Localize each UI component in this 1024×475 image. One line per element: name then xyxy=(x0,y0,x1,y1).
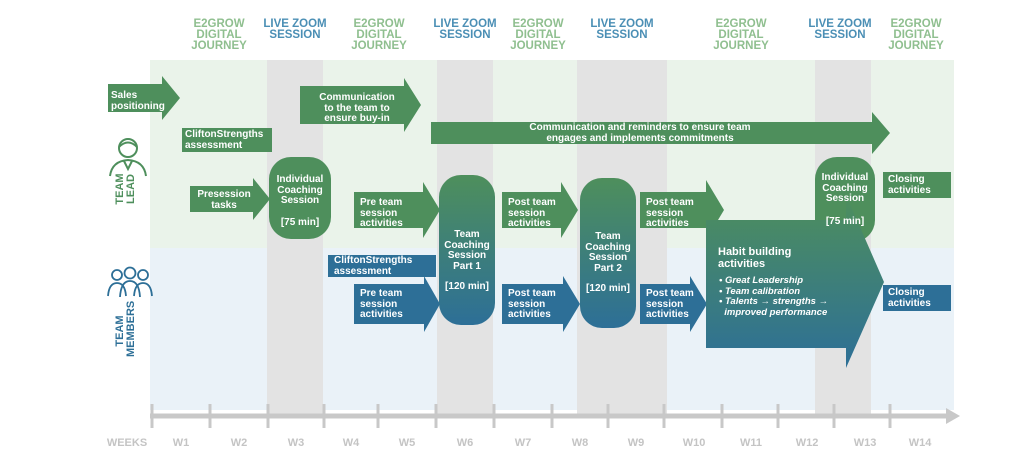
communication-reminders-arrow xyxy=(431,112,890,154)
presession-arrow xyxy=(190,178,270,220)
closing-members-box xyxy=(883,285,951,311)
header-e2grow-4: E2GROW DIGITAL JOURNEY xyxy=(713,18,769,52)
group-icon xyxy=(107,266,153,298)
team-coaching-1-pill xyxy=(439,175,495,325)
team-coaching-2-text: Team Coaching Session Part 2 [120 min] xyxy=(585,231,631,294)
weeks-label: WEEKS xyxy=(106,437,148,449)
header-livezoom-1: LIVE ZOOM SESSION xyxy=(263,18,327,41)
week-label: W9 xyxy=(627,437,645,449)
closing-lead-box xyxy=(883,172,951,198)
header-livezoom-4: LIVE ZOOM SESSION xyxy=(808,18,872,41)
clifton-members-label: CliftonStrengths assessment xyxy=(334,255,413,277)
team-coaching-1-text: Team Coaching Session Part 1 [120 min] xyxy=(444,229,490,292)
clifton-members-box xyxy=(328,255,436,277)
post-team-lead-1-arrow xyxy=(502,182,578,238)
header-livezoom-2: LIVE ZOOM SESSION xyxy=(433,18,497,41)
habit-item: • Talents → strengths → xyxy=(719,296,829,307)
communication-reminders-label: Communication and reminders to ensure te… xyxy=(529,122,751,144)
habit-item: • Team calibration xyxy=(719,285,801,297)
pre-team-members-arrow xyxy=(354,276,440,332)
sales-positioning-arrow xyxy=(108,76,180,120)
header-e2grow-5: E2GROW DIGITAL JOURNEY xyxy=(888,18,944,52)
week-label: W11 xyxy=(739,437,762,449)
sales-positioning-label: Sales positioning xyxy=(111,90,165,112)
post-team-members-2-arrow xyxy=(640,276,707,332)
individual-session-1-pill xyxy=(269,157,331,239)
week-label: W14 xyxy=(908,437,932,449)
week-label: W10 xyxy=(682,437,706,449)
week-label: W1 xyxy=(172,437,190,449)
individual-session-2-text: Individual Coaching Session [75 min] xyxy=(821,172,869,227)
habit-item: improved performance xyxy=(719,306,828,318)
habit-building-arrow xyxy=(706,195,884,368)
week-label: W5 xyxy=(398,437,416,449)
timeline-ticks xyxy=(150,404,892,428)
header-e2grow-1: E2GROW DIGITAL JOURNEY xyxy=(191,18,247,52)
clifton-lead-label: CliftonStrengths assessment xyxy=(185,129,264,151)
communication-buyin-label: Communication to the team to ensure buy-in xyxy=(319,92,395,124)
team-coaching-2-pill xyxy=(580,178,636,328)
post-team-lead-2-label: Post team session activities xyxy=(646,197,694,229)
post-team-members-2-label: Post team session activities xyxy=(646,288,694,320)
week-label: W8 xyxy=(571,437,589,449)
pre-team-lead-arrow xyxy=(354,182,440,238)
header-e2grow-2: E2GROW DIGITAL JOURNEY xyxy=(351,18,407,52)
post-team-members-1-arrow xyxy=(502,276,580,332)
habit-item: • Great Leadership xyxy=(719,275,804,286)
header-livezoom-3: LIVE ZOOM SESSION xyxy=(590,18,654,41)
communication-buyin-arrow xyxy=(300,78,421,132)
clifton-lead-box xyxy=(182,128,272,152)
week-label: W7 xyxy=(514,437,532,449)
pre-team-lead-label: Pre team session activities xyxy=(360,197,403,229)
timeline-arrowhead xyxy=(946,408,960,424)
post-team-lead-1-label: Post team session activities xyxy=(508,197,556,229)
individual-session-1-text: Individual Coaching Session [75 min] xyxy=(276,174,324,228)
week-label: W13 xyxy=(853,437,877,449)
closing-lead-label: Closing activities xyxy=(888,174,931,196)
habit-building-title: Habit building activities xyxy=(718,246,792,270)
closing-members-label: Closing activities xyxy=(888,287,931,309)
week-label: W3 xyxy=(287,437,305,449)
habit-building-list: • Great Leadership • Team calibration • … xyxy=(719,275,829,318)
pre-team-members-label: Pre team session activities xyxy=(360,288,403,320)
presession-label: Presession tasks xyxy=(197,189,251,211)
post-team-members-1-label: Post team session activities xyxy=(508,288,556,320)
week-label: W12 xyxy=(795,437,819,449)
header-e2grow-3: E2GROW DIGITAL JOURNEY xyxy=(510,18,566,52)
week-label: W2 xyxy=(230,437,248,449)
week-label: W4 xyxy=(342,437,360,449)
post-team-lead-2-arrow xyxy=(640,180,724,240)
person-icon xyxy=(109,138,147,177)
week-label: W6 xyxy=(456,437,474,449)
